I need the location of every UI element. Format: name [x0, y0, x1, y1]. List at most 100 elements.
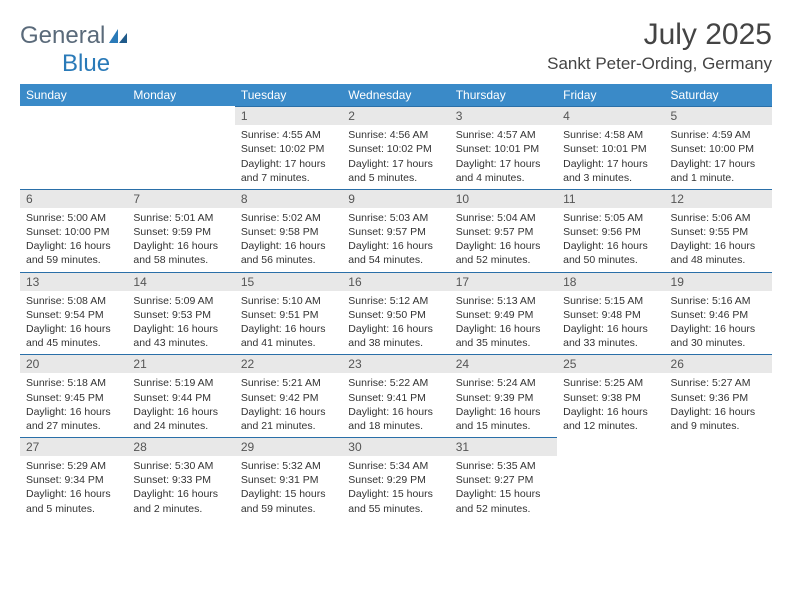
- day-body: Sunrise: 5:24 AMSunset: 9:39 PMDaylight:…: [450, 373, 557, 437]
- day-number: 8: [235, 190, 342, 208]
- day-body: Sunrise: 4:58 AMSunset: 10:01 PMDaylight…: [557, 125, 664, 189]
- calendar-cell: 24Sunrise: 5:24 AMSunset: 9:39 PMDayligh…: [450, 354, 557, 437]
- daylight-text: Daylight: 16 hours and 56 minutes.: [241, 239, 336, 267]
- daylight-text: Daylight: 16 hours and 2 minutes.: [133, 487, 228, 515]
- day-number: 3: [450, 107, 557, 125]
- day-body: Sunrise: 5:35 AMSunset: 9:27 PMDaylight:…: [450, 456, 557, 520]
- weekday-header: Monday: [127, 84, 234, 106]
- sunset-text: Sunset: 9:36 PM: [671, 391, 766, 405]
- calendar-cell: [665, 437, 772, 520]
- daylight-text: Daylight: 15 hours and 59 minutes.: [241, 487, 336, 515]
- daylight-text: Daylight: 17 hours and 3 minutes.: [563, 157, 658, 185]
- day-body: Sunrise: 5:22 AMSunset: 9:41 PMDaylight:…: [342, 373, 449, 437]
- day-body: Sunrise: 4:59 AMSunset: 10:00 PMDaylight…: [665, 125, 772, 189]
- day-body: Sunrise: 5:08 AMSunset: 9:54 PMDaylight:…: [20, 291, 127, 355]
- day-body: Sunrise: 5:21 AMSunset: 9:42 PMDaylight:…: [235, 373, 342, 437]
- day-number: 23: [342, 355, 449, 373]
- calendar-cell: 8Sunrise: 5:02 AMSunset: 9:58 PMDaylight…: [235, 189, 342, 272]
- logo-text-2: Blue: [62, 50, 110, 77]
- sunrise-text: Sunrise: 5:08 AM: [26, 294, 121, 308]
- sunset-text: Sunset: 9:45 PM: [26, 391, 121, 405]
- sunset-text: Sunset: 10:01 PM: [456, 142, 551, 156]
- calendar-cell: 12Sunrise: 5:06 AMSunset: 9:55 PMDayligh…: [665, 189, 772, 272]
- sunrise-text: Sunrise: 5:35 AM: [456, 459, 551, 473]
- calendar-cell: 30Sunrise: 5:34 AMSunset: 9:29 PMDayligh…: [342, 437, 449, 520]
- sunrise-text: Sunrise: 4:58 AM: [563, 128, 658, 142]
- day-body: Sunrise: 5:34 AMSunset: 9:29 PMDaylight:…: [342, 456, 449, 520]
- sunset-text: Sunset: 9:53 PM: [133, 308, 228, 322]
- weekday-header: Tuesday: [235, 84, 342, 106]
- sunset-text: Sunset: 9:44 PM: [133, 391, 228, 405]
- daylight-text: Daylight: 16 hours and 45 minutes.: [26, 322, 121, 350]
- day-number: 14: [127, 273, 234, 291]
- logo: GeneralBlue: [20, 22, 129, 78]
- day-body: Sunrise: 5:05 AMSunset: 9:56 PMDaylight:…: [557, 208, 664, 272]
- day-number: 19: [665, 273, 772, 291]
- calendar-cell: 31Sunrise: 5:35 AMSunset: 9:27 PMDayligh…: [450, 437, 557, 520]
- day-body: Sunrise: 5:02 AMSunset: 9:58 PMDaylight:…: [235, 208, 342, 272]
- day-number: 11: [557, 190, 664, 208]
- sunset-text: Sunset: 9:56 PM: [563, 225, 658, 239]
- day-body: Sunrise: 5:04 AMSunset: 9:57 PMDaylight:…: [450, 208, 557, 272]
- day-body: Sunrise: 5:25 AMSunset: 9:38 PMDaylight:…: [557, 373, 664, 437]
- sunrise-text: Sunrise: 5:04 AM: [456, 211, 551, 225]
- month-title: July 2025: [547, 18, 772, 52]
- sunset-text: Sunset: 9:57 PM: [348, 225, 443, 239]
- calendar-cell: [20, 106, 127, 189]
- calendar-cell: 10Sunrise: 5:04 AMSunset: 9:57 PMDayligh…: [450, 189, 557, 272]
- daylight-text: Daylight: 17 hours and 1 minute.: [671, 157, 766, 185]
- day-body: Sunrise: 4:57 AMSunset: 10:01 PMDaylight…: [450, 125, 557, 189]
- daylight-text: Daylight: 17 hours and 4 minutes.: [456, 157, 551, 185]
- day-number: 27: [20, 438, 127, 456]
- sunset-text: Sunset: 9:50 PM: [348, 308, 443, 322]
- day-body: Sunrise: 5:00 AMSunset: 10:00 PMDaylight…: [20, 208, 127, 272]
- sunset-text: Sunset: 9:38 PM: [563, 391, 658, 405]
- daylight-text: Daylight: 15 hours and 52 minutes.: [456, 487, 551, 515]
- daylight-text: Daylight: 16 hours and 9 minutes.: [671, 405, 766, 433]
- day-body: Sunrise: 5:18 AMSunset: 9:45 PMDaylight:…: [20, 373, 127, 437]
- calendar-cell: 16Sunrise: 5:12 AMSunset: 9:50 PMDayligh…: [342, 272, 449, 355]
- calendar-cell: [127, 106, 234, 189]
- sunrise-text: Sunrise: 4:57 AM: [456, 128, 551, 142]
- sail-icon: [107, 27, 129, 50]
- sunrise-text: Sunrise: 5:00 AM: [26, 211, 121, 225]
- daylight-text: Daylight: 16 hours and 58 minutes.: [133, 239, 228, 267]
- sunset-text: Sunset: 9:59 PM: [133, 225, 228, 239]
- daylight-text: Daylight: 17 hours and 7 minutes.: [241, 157, 336, 185]
- day-number: 4: [557, 107, 664, 125]
- daylight-text: Daylight: 16 hours and 43 minutes.: [133, 322, 228, 350]
- daylight-text: Daylight: 16 hours and 24 minutes.: [133, 405, 228, 433]
- sunrise-text: Sunrise: 5:21 AM: [241, 376, 336, 390]
- sunrise-text: Sunrise: 5:29 AM: [26, 459, 121, 473]
- calendar-table: SundayMondayTuesdayWednesdayThursdayFrid…: [20, 84, 772, 519]
- sunrise-text: Sunrise: 5:30 AM: [133, 459, 228, 473]
- sunset-text: Sunset: 9:29 PM: [348, 473, 443, 487]
- location: Sankt Peter-Ording, Germany: [547, 54, 772, 74]
- sunset-text: Sunset: 9:34 PM: [26, 473, 121, 487]
- calendar-head: SundayMondayTuesdayWednesdayThursdayFrid…: [20, 84, 772, 106]
- sunrise-text: Sunrise: 4:56 AM: [348, 128, 443, 142]
- sunrise-text: Sunrise: 5:16 AM: [671, 294, 766, 308]
- weekday-header: Thursday: [450, 84, 557, 106]
- daylight-text: Daylight: 16 hours and 35 minutes.: [456, 322, 551, 350]
- calendar-cell: 17Sunrise: 5:13 AMSunset: 9:49 PMDayligh…: [450, 272, 557, 355]
- day-number: 12: [665, 190, 772, 208]
- daylight-text: Daylight: 16 hours and 33 minutes.: [563, 322, 658, 350]
- sunset-text: Sunset: 10:01 PM: [563, 142, 658, 156]
- calendar-cell: 1Sunrise: 4:55 AMSunset: 10:02 PMDayligh…: [235, 106, 342, 189]
- day-number: 24: [450, 355, 557, 373]
- sunset-text: Sunset: 9:46 PM: [671, 308, 766, 322]
- sunrise-text: Sunrise: 5:19 AM: [133, 376, 228, 390]
- sunset-text: Sunset: 9:49 PM: [456, 308, 551, 322]
- logo-text-1: General: [20, 22, 105, 49]
- calendar-cell: 27Sunrise: 5:29 AMSunset: 9:34 PMDayligh…: [20, 437, 127, 520]
- day-number: 30: [342, 438, 449, 456]
- sunrise-text: Sunrise: 5:32 AM: [241, 459, 336, 473]
- day-number: 26: [665, 355, 772, 373]
- daylight-text: Daylight: 16 hours and 30 minutes.: [671, 322, 766, 350]
- calendar-cell: 25Sunrise: 5:25 AMSunset: 9:38 PMDayligh…: [557, 354, 664, 437]
- day-number: 5: [665, 107, 772, 125]
- day-body: Sunrise: 4:56 AMSunset: 10:02 PMDaylight…: [342, 125, 449, 189]
- day-number: 9: [342, 190, 449, 208]
- day-body: Sunrise: 5:27 AMSunset: 9:36 PMDaylight:…: [665, 373, 772, 437]
